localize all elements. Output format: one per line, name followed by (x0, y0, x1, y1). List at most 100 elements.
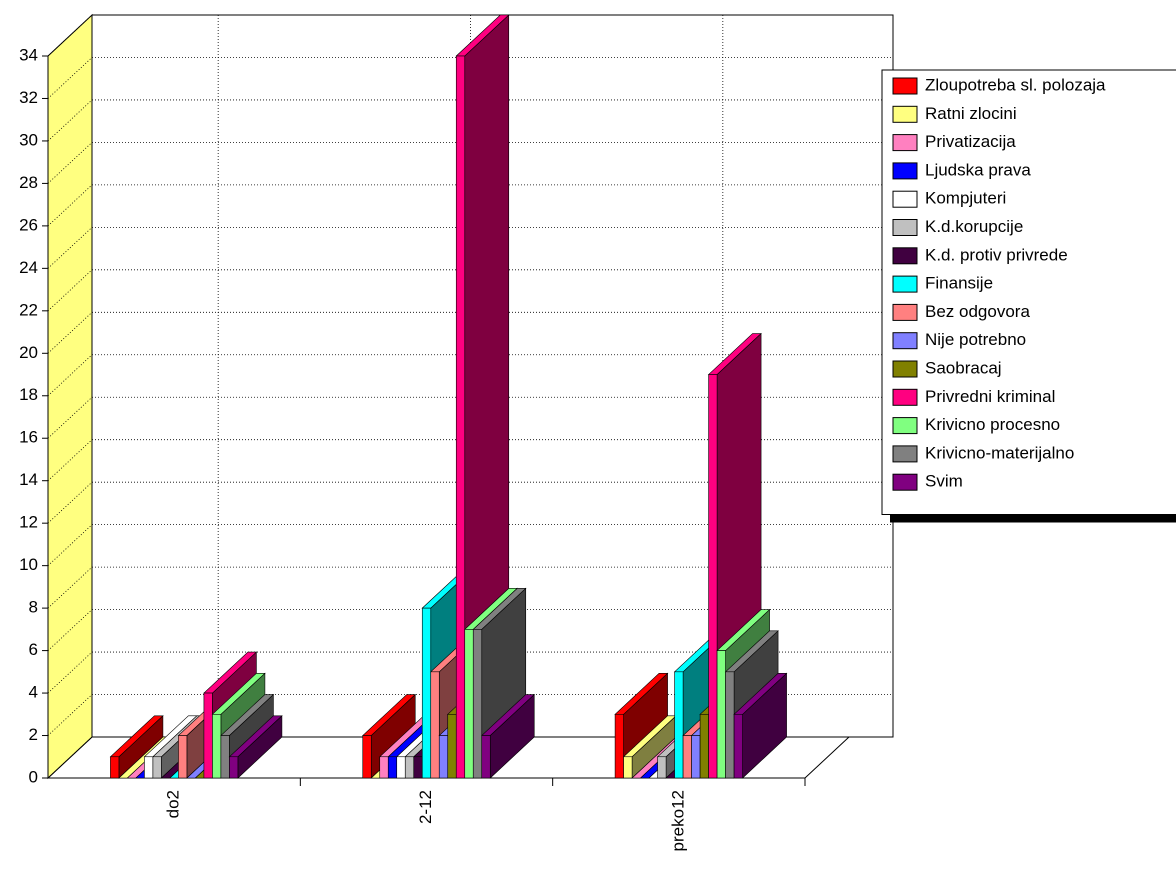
legend-label: K.d.korupcije (925, 217, 1023, 236)
grid-line (47, 184, 93, 227)
legend-swatch (892, 162, 918, 180)
legend-label: Svim (925, 472, 963, 491)
legend-swatch (892, 247, 918, 265)
bar-front (144, 756, 154, 779)
y-tick-label: 10 (19, 555, 38, 574)
legend-swatch (892, 275, 918, 293)
grid-line (47, 14, 93, 57)
bar-front (387, 756, 398, 779)
legend-label: K.d. protiv privrede (925, 245, 1068, 264)
grid-line (47, 566, 93, 609)
y-tick-label: 6 (29, 640, 38, 659)
legend-swatch (892, 77, 918, 95)
x-tick-label: 2-12 (416, 790, 435, 824)
x-tick-label: do2 (164, 790, 183, 818)
grid-line (47, 609, 93, 651)
legend-label: Kompjuteri (925, 189, 1006, 208)
legend-label: Zloupotreba sl. polozaja (925, 75, 1106, 94)
y-tick-label: 20 (19, 343, 38, 362)
y-tick-label: 2 (29, 725, 38, 744)
legend-label: Ratni zlocini (925, 104, 1017, 123)
grid-line (47, 142, 93, 184)
y-tick-label: 24 (19, 258, 38, 277)
grid-line (47, 396, 93, 439)
bar-front (396, 756, 406, 779)
bar-front (682, 735, 692, 779)
bar-front (362, 735, 372, 779)
bar (622, 715, 677, 779)
legend-swatch (892, 360, 918, 378)
legend-label: Nije potrebno (925, 330, 1026, 349)
legend-label: Bez odgovora (925, 302, 1030, 321)
bar-front (438, 735, 449, 779)
bar-front (379, 756, 389, 779)
legend-label: Privredni kriminal (925, 387, 1055, 406)
bar-front (708, 374, 718, 779)
bar-front (733, 713, 743, 779)
bar-front (110, 756, 120, 779)
bar-front (691, 735, 701, 779)
legend-label: Saobracaj (925, 358, 1002, 377)
grid-line (47, 524, 93, 566)
bar-front (481, 735, 491, 779)
bar-front (725, 671, 735, 779)
grid-line (47, 439, 93, 481)
bar-front (178, 735, 188, 779)
bar-front (657, 756, 667, 779)
x-tick-label: preko12 (668, 790, 687, 851)
legend-swatch (892, 190, 918, 208)
bar-front (220, 735, 230, 779)
bar-front (447, 713, 457, 779)
grid-line (47, 651, 93, 694)
y-tick-label: 18 (19, 385, 38, 404)
bar-front (413, 756, 423, 779)
bar-front (674, 671, 684, 779)
legend-swatch (892, 417, 918, 435)
legend-swatch (892, 105, 918, 123)
legend (881, 69, 1176, 515)
y-tick-label: 32 (19, 88, 38, 107)
legend-swatch (892, 445, 918, 463)
grid-line (47, 312, 93, 354)
bar-front (421, 607, 432, 779)
legend-swatch (892, 219, 918, 236)
y-tick-label: 8 (29, 598, 38, 617)
legend-label: Krivicno-materijalno (925, 443, 1074, 462)
y-tick-label: 12 (19, 513, 38, 532)
bar-front (464, 629, 474, 779)
bar (480, 693, 536, 779)
grid-line (47, 57, 93, 99)
bar-front (614, 713, 624, 779)
grid-line (47, 736, 93, 779)
y-tick-label: 0 (29, 767, 38, 786)
y-tick-label: 30 (19, 130, 38, 149)
legend-label: Privatizacija (925, 132, 1016, 151)
bar (228, 715, 283, 779)
bar-front (203, 692, 213, 779)
bar-front (212, 713, 222, 779)
bar-front (623, 756, 633, 779)
bar (733, 672, 788, 779)
y-tick-label: 22 (19, 300, 38, 319)
bar-front (699, 713, 709, 779)
grid-line (47, 694, 93, 736)
legend-label: Krivicno procesno (925, 415, 1060, 434)
legend-swatch (892, 473, 918, 491)
bar-front (430, 671, 440, 779)
bar (455, 14, 510, 779)
bar-front (716, 650, 726, 779)
grid-line (47, 99, 93, 142)
legend-label: Finansije (925, 274, 993, 293)
grid-line (47, 269, 93, 312)
bar-front (455, 55, 466, 779)
y-tick-label: 16 (19, 428, 38, 447)
grid-line (47, 354, 93, 397)
y-tick-label: 34 (19, 45, 38, 64)
legend-swatch (892, 388, 918, 406)
y-tick-label: 28 (19, 173, 38, 192)
side-wall (47, 13, 93, 780)
legend-swatch (892, 332, 918, 350)
grid-line (47, 227, 93, 269)
legend-label: Ljudska prava (925, 160, 1031, 179)
